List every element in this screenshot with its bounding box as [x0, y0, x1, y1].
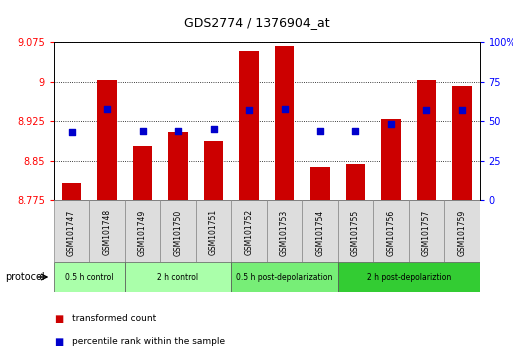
Text: ■: ■ — [54, 314, 63, 324]
Bar — [168, 132, 188, 200]
Text: GSM101751: GSM101751 — [209, 209, 218, 256]
Text: 2 h control: 2 h control — [157, 273, 199, 281]
Bar — [381, 119, 401, 200]
Text: GDS2774 / 1376904_at: GDS2774 / 1376904_at — [184, 16, 329, 29]
Point — [103, 106, 111, 112]
Bar — [310, 167, 330, 200]
Point — [209, 126, 218, 132]
Text: 2 h post-depolariztion: 2 h post-depolariztion — [367, 273, 451, 281]
Text: GSM101755: GSM101755 — [351, 209, 360, 256]
Text: 0.5 h control: 0.5 h control — [65, 273, 113, 281]
Bar — [275, 46, 294, 200]
Bar — [302, 200, 338, 262]
Point — [68, 130, 76, 135]
Bar — [54, 200, 89, 262]
Text: GSM101759: GSM101759 — [458, 209, 466, 256]
Bar — [196, 200, 231, 262]
Text: GSM101753: GSM101753 — [280, 209, 289, 256]
Bar — [452, 86, 471, 200]
Bar — [160, 200, 196, 262]
Bar — [409, 200, 444, 262]
Text: GSM101747: GSM101747 — [67, 209, 76, 256]
Bar — [62, 183, 82, 200]
Bar — [97, 80, 117, 200]
Bar — [417, 80, 436, 200]
Bar — [125, 200, 160, 262]
Point — [351, 128, 360, 133]
Text: 0.5 h post-depolarization: 0.5 h post-depolarization — [236, 273, 333, 281]
Bar — [346, 164, 365, 200]
Bar — [125, 262, 231, 292]
Bar — [231, 200, 267, 262]
Text: ■: ■ — [54, 337, 63, 347]
Text: GSM101756: GSM101756 — [386, 209, 396, 256]
Bar — [133, 147, 152, 200]
Bar — [89, 200, 125, 262]
Point — [387, 121, 395, 127]
Text: transformed count: transformed count — [72, 314, 156, 323]
Point — [458, 107, 466, 113]
Point — [316, 128, 324, 133]
Bar — [267, 200, 302, 262]
Bar — [444, 200, 480, 262]
Bar — [231, 262, 338, 292]
Text: GSM101757: GSM101757 — [422, 209, 431, 256]
Bar — [204, 141, 223, 200]
Point — [139, 128, 147, 133]
Bar — [338, 262, 480, 292]
Bar — [338, 200, 373, 262]
Text: GSM101748: GSM101748 — [103, 209, 112, 256]
Point — [174, 128, 182, 133]
Text: percentile rank within the sample: percentile rank within the sample — [72, 337, 225, 346]
Text: protocol: protocol — [5, 272, 45, 282]
Point — [245, 107, 253, 113]
Text: GSM101754: GSM101754 — [315, 209, 325, 256]
Bar — [373, 200, 409, 262]
Text: GSM101749: GSM101749 — [138, 209, 147, 256]
Bar — [54, 262, 125, 292]
Point — [422, 107, 430, 113]
Point — [281, 106, 289, 112]
Text: GSM101750: GSM101750 — [173, 209, 183, 256]
Text: GSM101752: GSM101752 — [245, 209, 253, 256]
Bar — [239, 51, 259, 200]
